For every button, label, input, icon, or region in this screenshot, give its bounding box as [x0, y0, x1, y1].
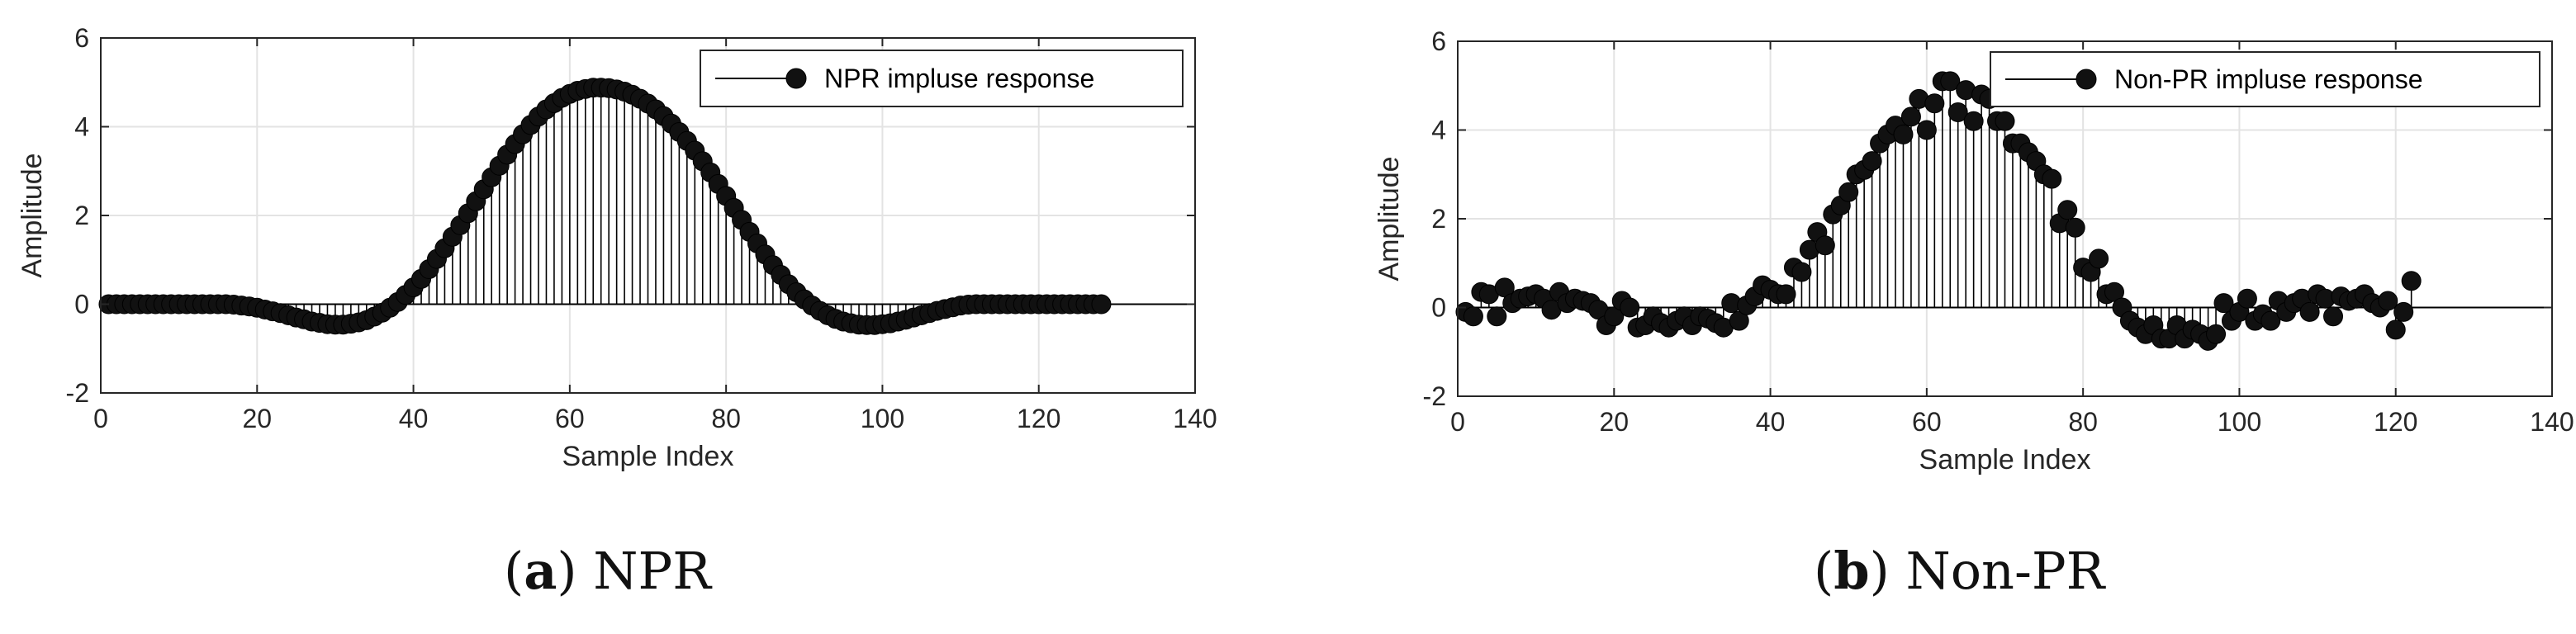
legend-label: Non-PR impluse response [2114, 64, 2423, 94]
data-point [2385, 319, 2406, 340]
y-tick-label: 4 [74, 112, 89, 142]
data-point [2213, 293, 2234, 314]
data-point [1091, 294, 1112, 315]
caption-b-text: Non-PR [1905, 541, 2105, 601]
data-point [2393, 301, 2414, 322]
markers-b [1455, 71, 2422, 351]
legend-a: NPR impluse response [700, 50, 1184, 107]
data-point [1815, 235, 1835, 256]
data-point [2261, 310, 2281, 331]
x-tick-label: 80 [2068, 407, 2098, 437]
data-point [1487, 306, 1507, 327]
data-point [2401, 271, 2422, 291]
x-tick-label: 40 [399, 404, 429, 433]
x-axis-label: Sample Index [1919, 444, 2091, 476]
data-point [1862, 151, 1882, 172]
data-point [1963, 111, 1984, 131]
caption-b: (b) Non-PR [1814, 541, 2105, 601]
x-tick-label: 20 [242, 404, 272, 433]
caption-a: (a) NPR [504, 541, 711, 601]
data-point [1995, 111, 2015, 131]
data-point [1916, 120, 1937, 140]
caption-b-label: b [1834, 541, 1870, 601]
data-point [1924, 93, 1945, 114]
x-tick-label: 0 [93, 404, 108, 433]
x-tick-label: 140 [1173, 404, 1217, 433]
x-tick-label: 0 [1450, 407, 1465, 437]
x-tick-label: 120 [2374, 407, 2417, 437]
x-tick-label: 40 [1756, 407, 1786, 437]
x-tick-label: 60 [555, 404, 585, 433]
data-point [1838, 182, 1859, 202]
y-tick-label: 2 [1431, 204, 1446, 234]
y-tick-label: -2 [66, 378, 89, 408]
data-point [2237, 288, 2257, 309]
legend-marker [785, 68, 807, 89]
caption-a-label: a [524, 541, 557, 601]
x-tick-label: 100 [2218, 407, 2261, 437]
data-point [2299, 301, 2320, 322]
data-point [1900, 106, 1921, 127]
x-tick-label: 120 [1017, 404, 1060, 433]
y-tick-label: 6 [1431, 26, 1446, 56]
data-point [2323, 306, 2343, 327]
data-point [2042, 168, 2062, 189]
legend-b: Non-PR impluse response [1990, 51, 2540, 107]
y-axis-label: Amplitude [1373, 156, 1405, 281]
x-tick-label: 80 [711, 404, 741, 433]
x-tick-label: 60 [1912, 407, 1942, 437]
legend-label: NPR impluse response [824, 64, 1094, 93]
data-point [2057, 200, 2078, 220]
caption-a-text: NPR [593, 541, 711, 601]
markers-a [98, 78, 1112, 335]
y-tick-label: 4 [1431, 116, 1446, 145]
data-point [1620, 297, 1640, 318]
data-point [2206, 324, 2227, 344]
data-point [1947, 102, 1968, 122]
y-tick-label: 0 [74, 290, 89, 319]
data-point [1940, 71, 1961, 92]
data-point [1776, 284, 1796, 305]
x-tick-label: 20 [1599, 407, 1629, 437]
data-point [2378, 291, 2398, 311]
data-point [1463, 306, 1483, 327]
x-tick-label: 100 [861, 404, 904, 433]
y-tick-label: 2 [74, 201, 89, 230]
data-point [1893, 124, 1914, 144]
legend-marker [2076, 69, 2097, 90]
x-tick-label: 140 [2530, 407, 2574, 437]
y-axis-label: Amplitude [17, 153, 48, 277]
data-point [2065, 217, 2085, 238]
x-axis-label: Sample Index [562, 441, 734, 472]
y-tick-label: 0 [1431, 293, 1446, 323]
data-point [1791, 262, 1812, 282]
y-tick-label: -2 [1423, 381, 1446, 411]
y-tick-label: 6 [74, 23, 89, 53]
data-point [2089, 248, 2109, 269]
